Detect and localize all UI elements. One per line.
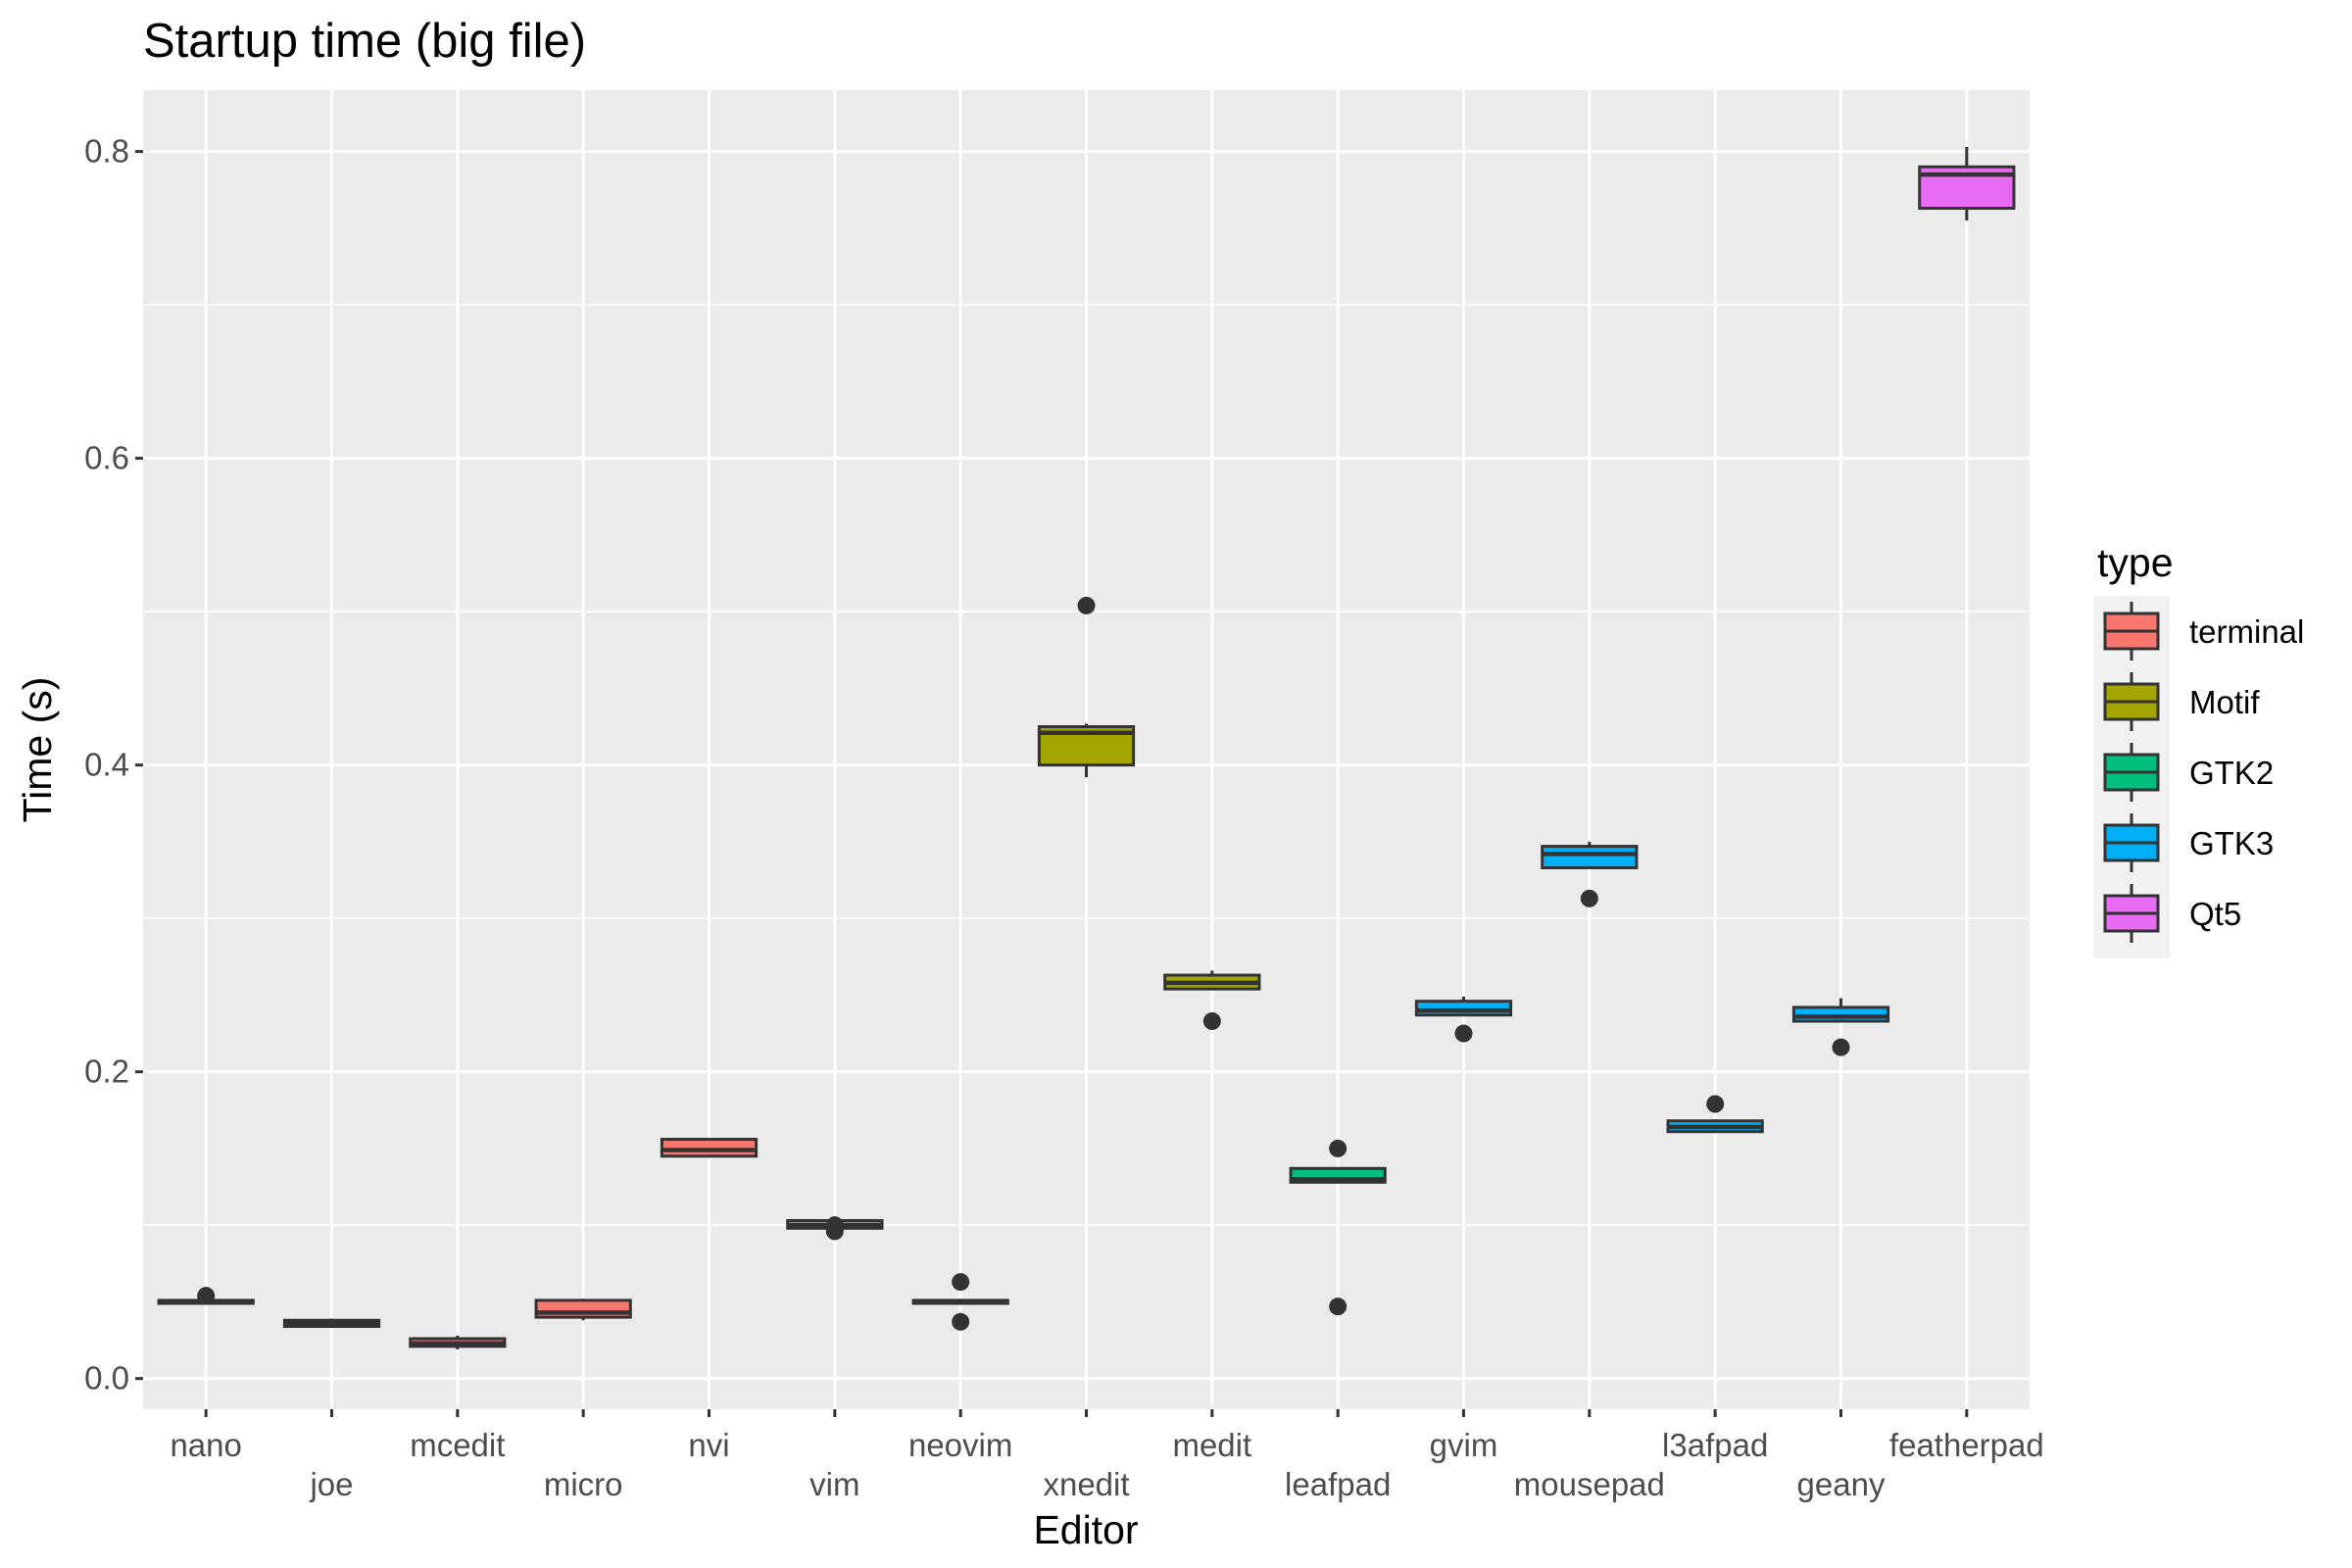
outlier-point [952, 1273, 970, 1292]
box-body [660, 1138, 759, 1158]
x-tick-label: gvim [1430, 1427, 1498, 1463]
outlier-point [197, 1287, 216, 1305]
box-body [1541, 845, 1639, 870]
x-tick-label: joe [309, 1466, 353, 1502]
y-tick-label: 0.4 [84, 747, 129, 783]
box-nvi [660, 1138, 759, 1158]
legend-label: Motif [2189, 684, 2260, 720]
x-tick-label: neovim [908, 1427, 1012, 1463]
box-neovim [911, 1273, 1009, 1331]
y-tick-label: 0.0 [84, 1360, 129, 1396]
x-tick-label: nano [170, 1427, 241, 1463]
box-micro [534, 1298, 632, 1321]
legend-label: terminal [2189, 613, 2304, 650]
x-tick-label: mcedit [410, 1427, 505, 1463]
box-mousepad [1541, 841, 1639, 907]
box-featherpad [1918, 146, 2016, 221]
outlier-point [1580, 889, 1598, 907]
box-body [1791, 1005, 1890, 1023]
legend-item-Motif: Motif [2103, 672, 2260, 731]
chart-title: Startup time (big file) [143, 15, 586, 68]
x-tick-label: vim [809, 1466, 859, 1502]
box-l3afpad [1666, 1095, 1764, 1134]
legend-item-Qt5: Qt5 [2103, 884, 2241, 943]
box-medit [1163, 970, 1261, 1031]
x-tick-label: xnedit [1043, 1466, 1129, 1502]
legend-item-GTK3: GTK3 [2103, 813, 2274, 872]
legend-label: Qt5 [2189, 896, 2241, 932]
x-tick-label: featherpad [1889, 1427, 2044, 1463]
y-axis: 0.0 0.2 0.4 0.6 0.8 [84, 133, 143, 1396]
x-tick-label: leafpad [1285, 1466, 1391, 1502]
outlier-point [1202, 1012, 1221, 1031]
outlier-point [952, 1312, 970, 1331]
y-tick-label: 0.6 [84, 440, 129, 476]
legend-label: GTK3 [2189, 825, 2274, 861]
outlier-point [1832, 1038, 1850, 1056]
outlier-point [1329, 1298, 1348, 1316]
box-xnedit [1037, 596, 1136, 778]
legend-item-GTK2: GTK2 [2103, 743, 2274, 802]
x-tick-label: micro [544, 1466, 623, 1502]
x-tick-label: medit [1172, 1427, 1251, 1463]
y-tick-label: 0.2 [84, 1054, 129, 1090]
box-gvim [1414, 996, 1513, 1043]
outlier-point [1077, 596, 1096, 614]
x-tick-label: nvi [688, 1427, 729, 1463]
outlier-point [1329, 1139, 1348, 1157]
outlier-point [1454, 1024, 1473, 1043]
legend-title: type [2097, 540, 2174, 585]
x-tick-label: l3afpad [1662, 1427, 1768, 1463]
y-axis-title: Time (s) [15, 677, 60, 823]
outlier-point [1706, 1095, 1725, 1113]
box-mcedit [409, 1335, 507, 1349]
box-body [1414, 1000, 1513, 1017]
x-axis: nano joe mcedit micro nvi vim neovim xnedit medi… [170, 1409, 2044, 1502]
x-tick-label: geany [1797, 1466, 1886, 1502]
x-axis-title: Editor [1033, 1507, 1138, 1552]
legend-item-terminal: terminal [2103, 602, 2304, 661]
box-vim [786, 1216, 884, 1241]
grid [143, 90, 2030, 1409]
box-leafpad [1289, 1139, 1387, 1316]
y-tick-label: 0.8 [84, 133, 129, 170]
box-joe [282, 1318, 381, 1329]
boxes [157, 146, 2016, 1349]
box-geany [1791, 998, 1890, 1056]
outlier-point [825, 1216, 844, 1235]
legend-label: GTK2 [2189, 755, 2274, 791]
legend: type terminal Motif GTK2 GTK3 Qt5 [2093, 540, 2304, 958]
x-tick-label: mousepad [1514, 1466, 1665, 1502]
box-nano [157, 1287, 255, 1305]
